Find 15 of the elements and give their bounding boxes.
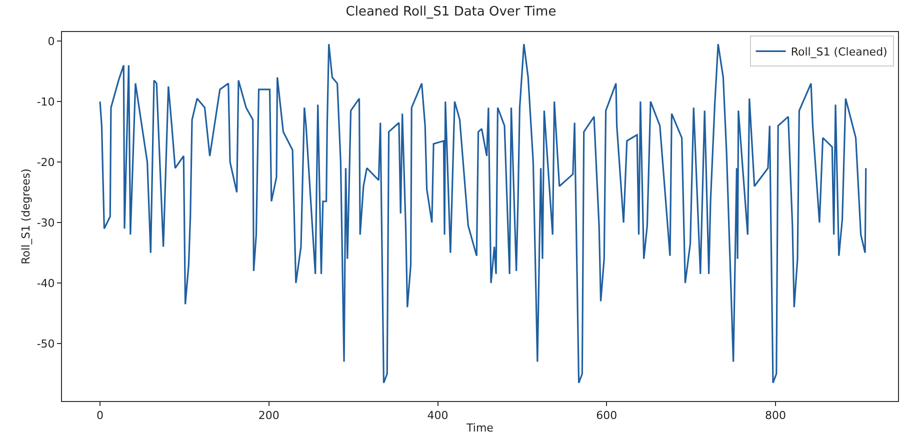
x-tick-label: 400 — [427, 409, 448, 422]
x-tick-label: 800 — [765, 409, 786, 422]
chart-title: Cleaned Roll_S1 Data Over Time — [346, 4, 556, 20]
x-tick-label: 200 — [258, 409, 280, 422]
y-tick-label: -10 — [36, 95, 55, 108]
y-tick-label: -20 — [36, 156, 55, 169]
y-axis-title: Roll_S1 (degrees) — [19, 168, 32, 264]
x-axis-title: Time — [466, 421, 494, 434]
y-tick-label: 0 — [48, 34, 55, 48]
legend-label: Roll_S1 (Cleaned) — [790, 45, 888, 58]
x-tick-label: 0 — [96, 409, 104, 422]
y-tick-label: -30 — [36, 216, 55, 230]
y-tick-label: -50 — [36, 337, 55, 350]
x-tick-label: 600 — [596, 409, 618, 422]
y-tick-label: -40 — [36, 276, 55, 290]
